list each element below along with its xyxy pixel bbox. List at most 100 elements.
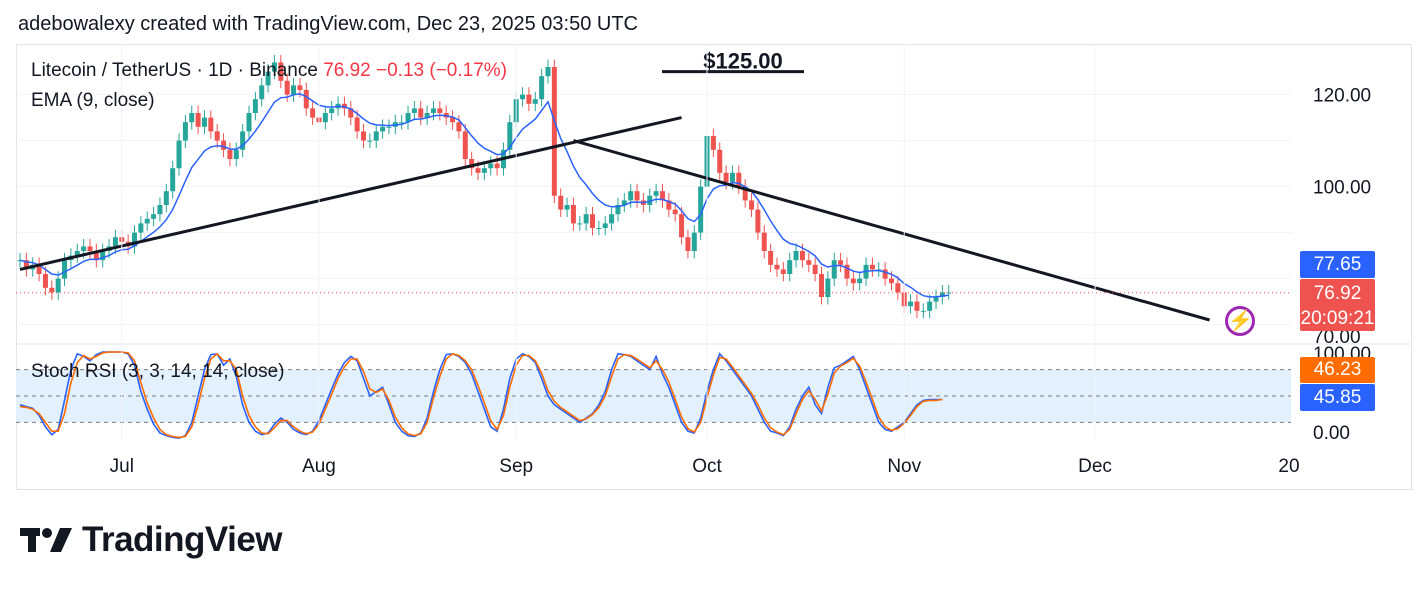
candle-body <box>163 191 169 205</box>
candle-body <box>437 108 443 113</box>
stoch-k-line <box>19 351 943 440</box>
candle-body <box>691 232 697 251</box>
candle-body <box>329 108 335 113</box>
candle-body <box>354 117 360 132</box>
candle-body <box>647 195 653 205</box>
tradingview-logo: TradingView <box>20 520 283 560</box>
candle-body <box>322 113 328 123</box>
candle-body <box>895 283 901 293</box>
candle-body <box>49 287 55 293</box>
candle-body <box>812 264 818 274</box>
candle-body <box>793 251 799 261</box>
candle-body <box>698 186 704 233</box>
time-axis-label: Jul <box>110 456 134 477</box>
candle-body <box>151 214 157 219</box>
candle-body <box>672 209 678 215</box>
stoch-k-tag: 46.23 <box>1300 357 1375 383</box>
candle-body <box>869 264 875 270</box>
symbol-label: Litecoin / TetherUS · 1D · Binance <box>31 60 318 81</box>
candle-body <box>927 301 933 311</box>
candle-body <box>819 274 825 297</box>
candle-body <box>755 209 761 233</box>
candle-body <box>42 274 48 288</box>
candle-body <box>36 264 42 274</box>
candle-body <box>424 113 430 118</box>
candle-body <box>570 205 576 224</box>
candle-body <box>157 205 163 215</box>
ema-price-tag: 77.65 <box>1300 251 1375 278</box>
candle-body <box>659 191 665 201</box>
last-price-tag: 76.92 20:09:21 <box>1300 279 1375 331</box>
price-axis-label: 100.00 <box>1313 178 1371 199</box>
stoch-band <box>16 369 1291 423</box>
candle-body <box>195 113 201 127</box>
candle-body <box>399 122 405 124</box>
candle-body <box>558 195 564 210</box>
candle-body <box>736 172 742 187</box>
candle-body <box>367 140 373 142</box>
candle-body <box>685 237 691 251</box>
candle-body <box>227 149 233 159</box>
candle-body <box>361 131 367 141</box>
candle-body <box>74 251 80 256</box>
candle-body <box>602 223 608 228</box>
candle-body <box>806 260 812 265</box>
candle-body <box>723 172 729 182</box>
tradingview-mark-icon <box>20 528 72 552</box>
candle-body <box>132 232 138 247</box>
candle-body <box>742 186 748 201</box>
candle-body <box>221 140 227 150</box>
candle-body <box>138 223 144 233</box>
time-axis-label: Sep <box>499 456 533 477</box>
candle-body <box>488 163 494 169</box>
candle-body <box>888 278 894 284</box>
candle-body <box>62 260 68 279</box>
time-axis-label: Nov <box>887 456 921 477</box>
candle-body <box>850 278 856 284</box>
candle-body <box>844 264 850 279</box>
candle-body <box>87 246 93 251</box>
candle-body <box>679 214 685 238</box>
candle-body <box>380 126 386 132</box>
candle-body <box>189 113 195 123</box>
candle-body <box>144 218 150 224</box>
time-axis-label: Oct <box>692 456 722 477</box>
candle-body <box>628 191 634 201</box>
candle-body <box>271 62 277 72</box>
candle-body <box>182 122 188 141</box>
candle-body <box>577 223 583 225</box>
candle-body <box>55 278 61 293</box>
candle-body <box>100 251 106 261</box>
candle-body <box>469 159 475 169</box>
candle-countdown: 20:09:21 <box>1300 308 1375 329</box>
candle-body <box>621 200 627 205</box>
candle-body <box>201 117 207 127</box>
lightning-icon[interactable]: ⚡ <box>1225 306 1255 336</box>
candle-body <box>596 228 602 229</box>
candle-body <box>857 278 863 284</box>
stoch-axis-label: 0.00 <box>1313 423 1350 444</box>
candle-body <box>373 131 379 141</box>
candle-body <box>825 278 831 297</box>
candle-body <box>710 136 716 150</box>
candle-body <box>615 205 621 215</box>
candle-body <box>551 67 557 196</box>
ema-line <box>19 93 949 298</box>
candle-body <box>170 168 176 192</box>
candle-body <box>933 297 939 302</box>
candle-body <box>348 108 354 118</box>
candle-body <box>418 108 424 118</box>
candle-body <box>303 90 309 109</box>
candle-body <box>520 94 526 100</box>
candle-body <box>532 99 538 104</box>
candle-body <box>450 117 456 123</box>
candle-body <box>246 113 252 132</box>
stoch-rsi-legend[interactable]: Stoch RSI (3, 3, 14, 14, close) <box>31 361 285 382</box>
ema-legend[interactable]: EMA (9, close) <box>31 90 155 111</box>
symbol-legend[interactable]: Litecoin / TetherUS · 1D · Binance 76.92… <box>31 60 507 82</box>
candle-body <box>112 237 118 247</box>
candle-body <box>831 260 837 279</box>
candle-body <box>456 122 462 132</box>
candle-body <box>233 149 239 159</box>
